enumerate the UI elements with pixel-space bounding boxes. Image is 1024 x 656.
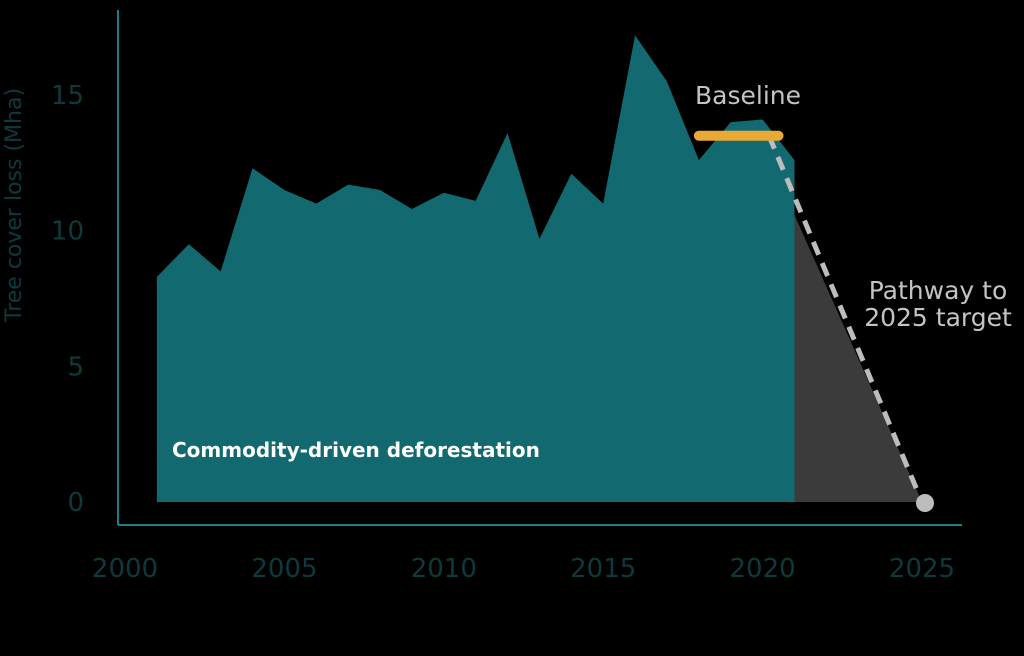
pathway-area [794, 214, 922, 502]
pathway-dashed-line [766, 134, 925, 503]
baseline-label: Baseline [695, 81, 801, 110]
y-tick-label: 10 [51, 217, 84, 247]
axes [117, 10, 962, 526]
x-tick-label: 2020 [730, 554, 796, 584]
commodity-deforestation-area [156, 35, 795, 502]
x-tick-label: 2005 [251, 554, 317, 584]
x-tick-label: 2000 [92, 554, 158, 584]
series-label: Commodity-driven deforestation [172, 438, 540, 462]
y-tick-label: 5 [67, 352, 84, 382]
y-axis-label: Tree cover loss (Mha) [2, 88, 27, 323]
plot-areas: Commodity-driven deforestation [156, 35, 922, 502]
y-tick-label: 15 [51, 81, 84, 111]
pathway-label-line: Pathway to [869, 276, 1008, 305]
y-tick-label: 0 [67, 488, 84, 518]
x-tick-label: 2010 [411, 554, 477, 584]
x-tick-label: 2025 [889, 554, 955, 584]
target-end-marker [916, 494, 934, 512]
tick-labels: 0 5 10 15 2000 2005 2010 2015 2020 2025 Tree cover… [2, 81, 955, 584]
x-tick-label: 2015 [570, 554, 636, 584]
pathway-label-line: 2025 target [864, 303, 1012, 332]
